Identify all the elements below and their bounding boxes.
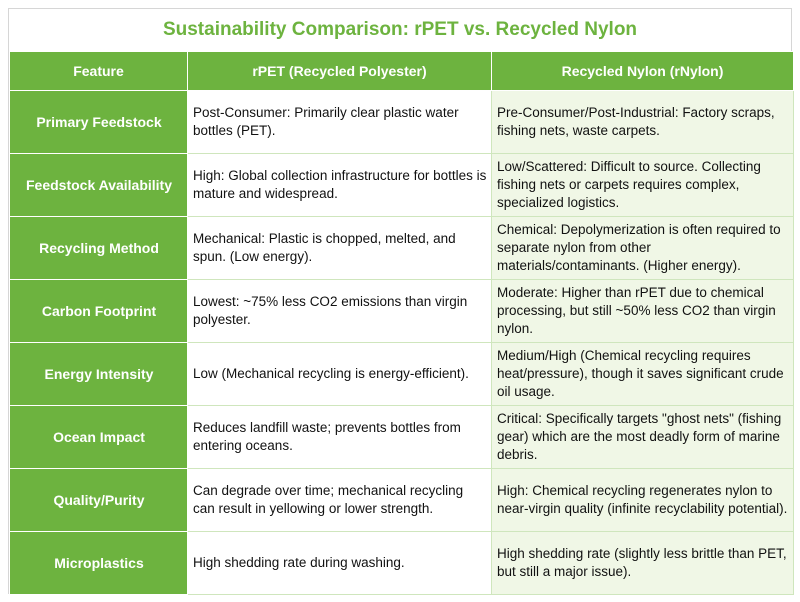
table-row: Feedstock Availability High: Global coll…: [9, 153, 794, 217]
header-rnylon: Recycled Nylon (rNylon): [491, 51, 794, 91]
rpet-cell: Post-Consumer: Primarily clear plastic w…: [187, 90, 492, 154]
rpet-cell: High: Global collection infrastructure f…: [187, 153, 492, 217]
rnylon-cell: High: Chemical recycling regenerates nyl…: [491, 468, 794, 532]
feature-cell: Primary Feedstock: [9, 90, 188, 154]
table-row: Quality/Purity Can degrade over time; me…: [9, 468, 794, 532]
table-row: Microplastics High shedding rate during …: [9, 531, 794, 595]
feature-cell: Energy Intensity: [9, 342, 188, 406]
feature-cell: Quality/Purity: [9, 468, 188, 532]
rnylon-cell: Moderate: Higher than rPET due to chemic…: [491, 279, 794, 343]
header-rpet: rPET (Recycled Polyester): [187, 51, 492, 91]
rnylon-cell: Low/Scattered: Difficult to source. Coll…: [491, 153, 794, 217]
table-row: Recycling Method Mechanical: Plastic is …: [9, 216, 794, 280]
header-row: Feature rPET (Recycled Polyester) Recycl…: [9, 51, 794, 91]
comparison-card: Sustainability Comparison: rPET vs. Recy…: [8, 8, 794, 595]
feature-cell: Ocean Impact: [9, 405, 188, 469]
rpet-cell: Can degrade over time; mechanical recycl…: [187, 468, 492, 532]
feature-cell: Carbon Footprint: [9, 279, 188, 343]
rnylon-cell: Medium/High (Chemical recycling requires…: [491, 342, 794, 406]
table-row: Ocean Impact Reduces landfill waste; pre…: [9, 405, 794, 469]
rpet-cell: Mechanical: Plastic is chopped, melted, …: [187, 216, 492, 280]
feature-cell: Recycling Method: [9, 216, 188, 280]
feature-cell: Microplastics: [9, 531, 188, 595]
rpet-cell: Low (Mechanical recycling is energy-effi…: [187, 342, 492, 406]
rnylon-cell: Critical: Specifically targets "ghost ne…: [491, 405, 794, 469]
table-title: Sustainability Comparison: rPET vs. Recy…: [162, 19, 638, 40]
rnylon-cell: Chemical: Depolymerization is often requ…: [491, 216, 794, 280]
rnylon-cell: Pre-Consumer/Post-Industrial: Factory sc…: [491, 90, 794, 154]
rpet-cell: Lowest: ~75% less CO2 emissions than vir…: [187, 279, 492, 343]
rpet-cell: High shedding rate during washing.: [187, 531, 492, 595]
table-row: Primary Feedstock Post-Consumer: Primari…: [9, 90, 794, 154]
rnylon-cell: High shedding rate (slightly less brittl…: [491, 531, 794, 595]
rpet-cell: Reduces landfill waste; prevents bottles…: [187, 405, 492, 469]
comparison-table: Feature rPET (Recycled Polyester) Recycl…: [9, 51, 794, 595]
header-feature: Feature: [9, 51, 188, 91]
table-row: Energy Intensity Low (Mechanical recycli…: [9, 342, 794, 406]
table-row: Carbon Footprint Lowest: ~75% less CO2 e…: [9, 279, 794, 343]
feature-cell: Feedstock Availability: [9, 153, 188, 217]
